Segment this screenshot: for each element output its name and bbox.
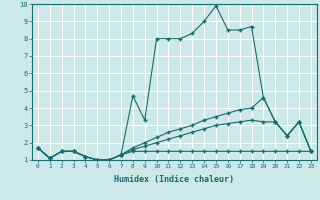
X-axis label: Humidex (Indice chaleur): Humidex (Indice chaleur) xyxy=(115,175,234,184)
